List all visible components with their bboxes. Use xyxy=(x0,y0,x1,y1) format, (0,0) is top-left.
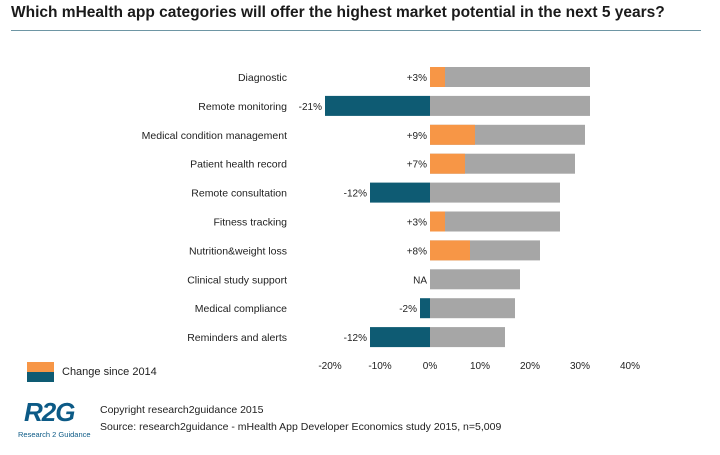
legend-swatch-negative xyxy=(27,372,54,382)
x-tick-label: 10% xyxy=(470,361,490,372)
change-bar-positive xyxy=(430,211,445,232)
x-tick-label: 0% xyxy=(423,361,438,372)
copyright-text: Copyright research2guidance 2015 xyxy=(100,404,264,416)
change-bar-positive xyxy=(430,153,465,174)
total-bar xyxy=(430,67,590,87)
change-label: -2% xyxy=(399,304,417,315)
total-bar xyxy=(430,327,505,348)
legend-swatch-positive xyxy=(27,362,54,372)
r2g-logo: R2G Research 2 Guidance xyxy=(18,397,91,445)
total-bar xyxy=(430,211,560,232)
x-tick-label: 20% xyxy=(520,361,540,372)
change-label: -12% xyxy=(344,333,367,344)
category-label: Nutrition&weight loss xyxy=(189,245,287,257)
category-label: Clinical study support xyxy=(187,274,287,286)
change-bar-positive xyxy=(430,67,445,87)
x-tick-label: -10% xyxy=(368,361,391,372)
change-bar-negative xyxy=(420,298,430,319)
title-divider xyxy=(11,30,701,31)
change-label: NA xyxy=(413,275,427,286)
category-label: Diagnostic xyxy=(238,72,287,84)
category-label: Reminders and alerts xyxy=(187,332,287,344)
change-label: +7% xyxy=(407,160,427,171)
total-bar xyxy=(430,298,515,319)
total-bar xyxy=(430,182,560,203)
x-tick-label: -20% xyxy=(318,361,341,372)
change-label: -12% xyxy=(344,189,367,200)
change-bar-negative xyxy=(325,95,430,116)
change-bar-negative xyxy=(370,327,430,348)
total-bar xyxy=(430,153,575,174)
x-tick-label: 40% xyxy=(620,361,640,372)
category-label: Remote consultation xyxy=(191,188,287,200)
change-label: +8% xyxy=(407,246,427,257)
change-label: +3% xyxy=(407,218,427,229)
total-bar xyxy=(430,95,590,116)
change-bar-positive xyxy=(430,240,470,261)
total-bar xyxy=(430,269,520,290)
change-bar-positive xyxy=(430,124,475,145)
category-label: Medical condition management xyxy=(142,130,287,142)
category-label: Fitness tracking xyxy=(213,217,287,229)
category-label: Patient health record xyxy=(190,159,287,171)
change-bar-negative xyxy=(370,182,430,203)
legend-label: Change since 2014 xyxy=(62,366,157,378)
x-tick-label: 30% xyxy=(570,361,590,372)
change-label: +9% xyxy=(407,131,427,142)
logo-mark: R2G xyxy=(24,397,75,427)
category-label: Medical compliance xyxy=(195,303,287,315)
source-text: Source: research2guidance - mHealth App … xyxy=(100,421,502,433)
change-label: +3% xyxy=(407,73,427,84)
change-label: -21% xyxy=(299,102,322,113)
chart-title: Which mHealth app categories will offer … xyxy=(11,4,665,21)
logo-subtext: Research 2 Guidance xyxy=(18,430,91,439)
category-label: Remote monitoring xyxy=(198,101,287,113)
